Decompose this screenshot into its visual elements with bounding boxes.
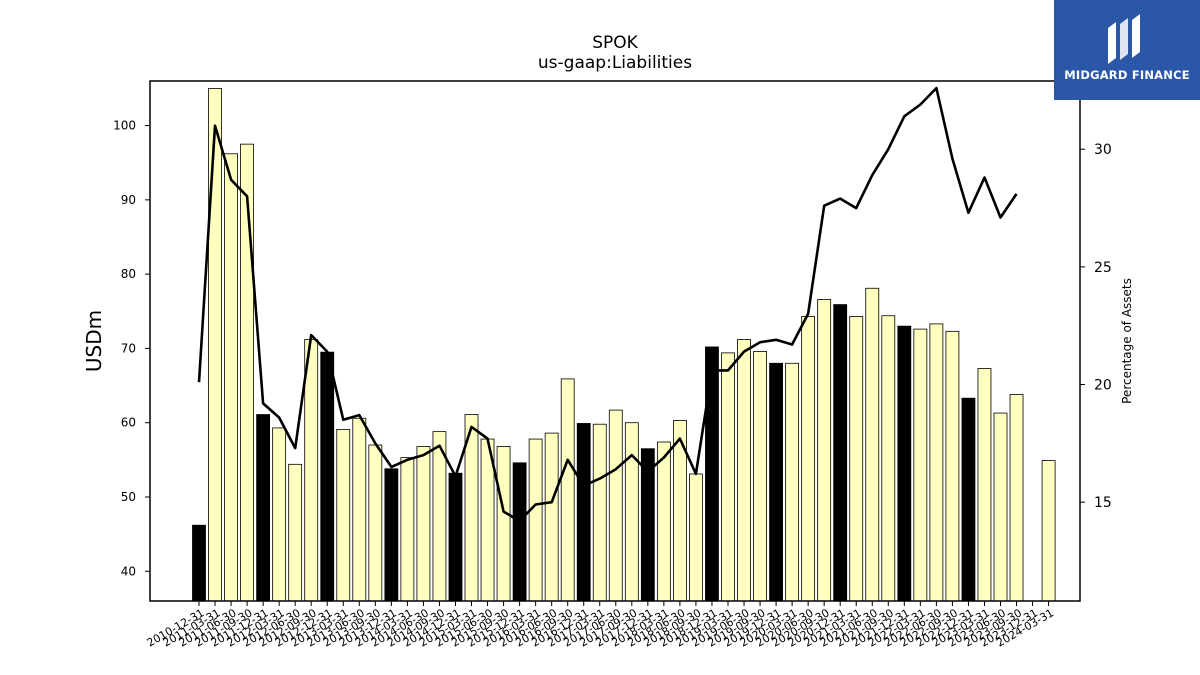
bar bbox=[496, 446, 511, 602]
left-axis: 40 50 60 70 80 90 100 bbox=[113, 119, 150, 578]
bar bbox=[865, 287, 880, 602]
bar bbox=[320, 351, 335, 602]
bar bbox=[753, 350, 767, 602]
bar bbox=[849, 316, 864, 602]
logo-mark-icon bbox=[1108, 14, 1140, 64]
bar bbox=[208, 88, 222, 602]
bar bbox=[512, 462, 527, 602]
bar bbox=[224, 153, 238, 602]
bar bbox=[608, 409, 623, 602]
plot-frame bbox=[149, 80, 1081, 602]
right-axis: 15 20 25 30 bbox=[1080, 142, 1112, 511]
bar bbox=[833, 304, 848, 602]
y-tick-label: 70 bbox=[121, 341, 136, 355]
bar bbox=[576, 423, 591, 602]
y-tick-label: 60 bbox=[121, 416, 136, 430]
bar bbox=[769, 362, 783, 602]
bar bbox=[897, 325, 912, 602]
chart-subtitle: us-gaap:Liabilities bbox=[538, 53, 692, 73]
bar bbox=[737, 339, 751, 602]
y2-tick-label: 30 bbox=[1094, 142, 1112, 158]
bar bbox=[368, 444, 383, 602]
bar bbox=[400, 457, 415, 602]
chart-title: SPOK bbox=[592, 33, 638, 53]
bar bbox=[384, 468, 399, 602]
y2-tick-label: 20 bbox=[1094, 378, 1112, 394]
bar bbox=[336, 428, 351, 602]
bar bbox=[416, 446, 431, 602]
bar bbox=[817, 298, 832, 602]
bar bbox=[945, 330, 960, 602]
y2-tick-label: 15 bbox=[1094, 495, 1112, 511]
bar bbox=[192, 524, 206, 602]
bar bbox=[929, 323, 944, 602]
bar bbox=[721, 352, 735, 602]
bar bbox=[288, 463, 303, 602]
bar bbox=[656, 441, 671, 602]
series-line bbox=[197, 86, 1018, 523]
y-tick-label: 80 bbox=[121, 267, 136, 281]
bar bbox=[1009, 394, 1024, 602]
bar bbox=[304, 339, 319, 602]
bar bbox=[977, 368, 992, 602]
y-axis-label: USDm bbox=[82, 310, 106, 372]
y-tick-label: 40 bbox=[121, 564, 136, 578]
y-tick-label: 50 bbox=[121, 490, 136, 504]
y-tick-label: 100 bbox=[113, 119, 136, 133]
midgard-finance-logo: MIDGARD FINANCE bbox=[1054, 0, 1200, 100]
bar bbox=[272, 427, 287, 602]
bar bbox=[1041, 460, 1056, 602]
bar bbox=[448, 472, 463, 602]
bar bbox=[801, 316, 816, 602]
bar bbox=[256, 414, 271, 602]
bar bbox=[785, 362, 800, 602]
bar bbox=[352, 417, 367, 602]
bar bbox=[881, 315, 896, 602]
y2-axis-label: Percentage of Assets bbox=[1120, 278, 1134, 404]
bar bbox=[705, 346, 719, 602]
bar bbox=[528, 438, 543, 602]
bar bbox=[913, 328, 928, 602]
bar bbox=[544, 432, 559, 602]
bar bbox=[592, 423, 607, 602]
bar bbox=[961, 397, 976, 602]
logo-text: MIDGARD FINANCE bbox=[1064, 68, 1190, 82]
bar bbox=[560, 378, 575, 602]
bar bbox=[993, 412, 1008, 602]
y2-tick-label: 25 bbox=[1094, 260, 1112, 276]
line-layer bbox=[197, 86, 1018, 523]
x-axis: 2010-12-312011-03-312011-06-302011-09-30… bbox=[145, 601, 1056, 650]
bar bbox=[624, 422, 639, 602]
y-tick-label: 90 bbox=[121, 193, 136, 207]
bar bbox=[689, 473, 703, 602]
